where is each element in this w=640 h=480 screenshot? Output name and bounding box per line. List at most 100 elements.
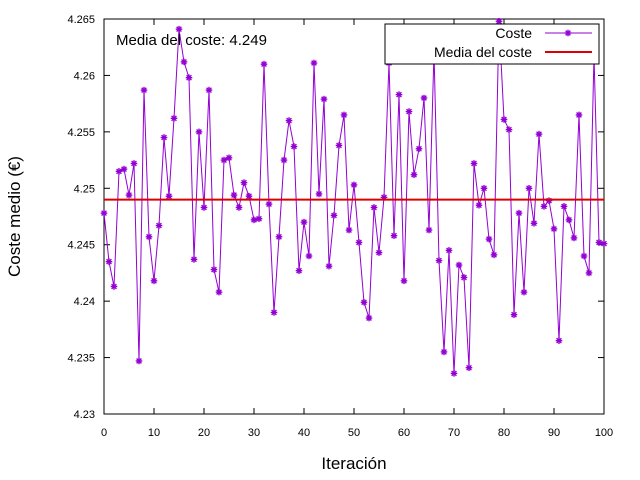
data-point (560, 203, 568, 210)
data-point (600, 240, 608, 247)
data-point (280, 156, 288, 164)
data-point (305, 252, 313, 260)
data-point (390, 232, 398, 239)
y-tick-label: 4.265 (67, 14, 95, 26)
data-point (535, 130, 543, 138)
data-point (320, 95, 328, 103)
series-layer (100, 17, 608, 377)
data-point (190, 256, 198, 263)
data-point (255, 215, 263, 223)
data-point (125, 191, 133, 199)
x-tick-label: 80 (498, 427, 510, 439)
data-point (360, 298, 368, 306)
data-point (150, 277, 158, 285)
data-point (460, 274, 468, 281)
x-tick-label: 70 (448, 427, 460, 439)
data-point (290, 143, 298, 150)
data-point (515, 209, 523, 217)
data-point (525, 184, 533, 192)
data-point (220, 156, 228, 164)
data-point (415, 145, 423, 153)
data-point (160, 134, 168, 141)
data-point (340, 111, 348, 119)
data-point (470, 160, 478, 167)
x-tick-label: 20 (198, 427, 210, 439)
x-tick-label: 10 (148, 427, 160, 439)
data-point (155, 222, 163, 229)
data-point (475, 201, 483, 209)
x-tick-label: 30 (248, 427, 260, 439)
y-tick-label: 4.255 (67, 127, 95, 139)
data-point (450, 370, 458, 377)
legend-marker-star (564, 29, 572, 37)
data-point (480, 184, 488, 192)
legend-box (384, 23, 600, 65)
data-point (365, 314, 373, 322)
data-point (345, 226, 353, 234)
data-point (400, 277, 408, 285)
data-point (165, 192, 173, 200)
data-point (565, 216, 573, 224)
x-tick-label: 40 (298, 427, 310, 439)
data-point (540, 203, 548, 210)
data-point (330, 212, 338, 219)
y-tick-label: 4.245 (67, 240, 95, 252)
data-point (495, 17, 503, 25)
y-tick-label: 4.24 (74, 296, 95, 308)
y-tick-label: 4.26 (74, 70, 95, 82)
legend-label-media: Media del coste (434, 44, 532, 60)
data-point (435, 257, 443, 264)
data-point (485, 235, 493, 243)
data-point (205, 86, 213, 94)
data-point (195, 128, 203, 136)
data-point (210, 266, 218, 273)
data-point (355, 239, 363, 246)
data-point (295, 267, 303, 274)
data-point (445, 247, 453, 254)
data-point (530, 219, 538, 227)
data-point (350, 181, 358, 189)
data-point (115, 168, 123, 175)
data-point (185, 74, 193, 81)
data-point (505, 126, 513, 133)
x-axis-label: Iteración (321, 454, 386, 473)
data-point (240, 179, 248, 186)
data-point (490, 251, 498, 259)
y-tick-label: 4.25 (74, 183, 95, 195)
x-tick-label: 90 (548, 427, 560, 439)
data-point (170, 115, 178, 122)
y-tick-label: 4.23 (74, 409, 95, 421)
legend: Coste Media del coste (384, 23, 600, 65)
data-point (570, 234, 578, 242)
data-point (270, 309, 278, 316)
data-point (300, 218, 308, 226)
data-point (520, 288, 528, 296)
data-point (230, 191, 238, 199)
tick-layer: 0 10 20 30 40 50 60 70 80 90 100 4.23 4.235 4.24 4.245… (67, 14, 613, 439)
data-point (420, 94, 428, 102)
data-point (550, 225, 558, 233)
data-point (500, 116, 508, 123)
x-tick-label: 50 (348, 427, 360, 439)
series-coste-line (103, 21, 605, 374)
data-point (555, 337, 563, 344)
legend-marker-coste (564, 29, 572, 37)
data-point (410, 171, 418, 179)
data-point (260, 60, 268, 68)
y-tick-label: 4.235 (67, 353, 95, 365)
data-point (395, 91, 403, 98)
data-point (225, 154, 233, 162)
data-point (135, 357, 143, 365)
y-axis-label: Coste medio (€) (5, 156, 24, 277)
data-point (105, 258, 113, 265)
data-point (180, 58, 188, 66)
data-point (275, 233, 283, 241)
data-point (100, 209, 108, 217)
data-point (140, 86, 148, 94)
data-point (235, 204, 243, 211)
data-point (335, 142, 343, 149)
data-point (440, 348, 448, 356)
data-point (315, 190, 323, 198)
data-point (285, 117, 293, 124)
